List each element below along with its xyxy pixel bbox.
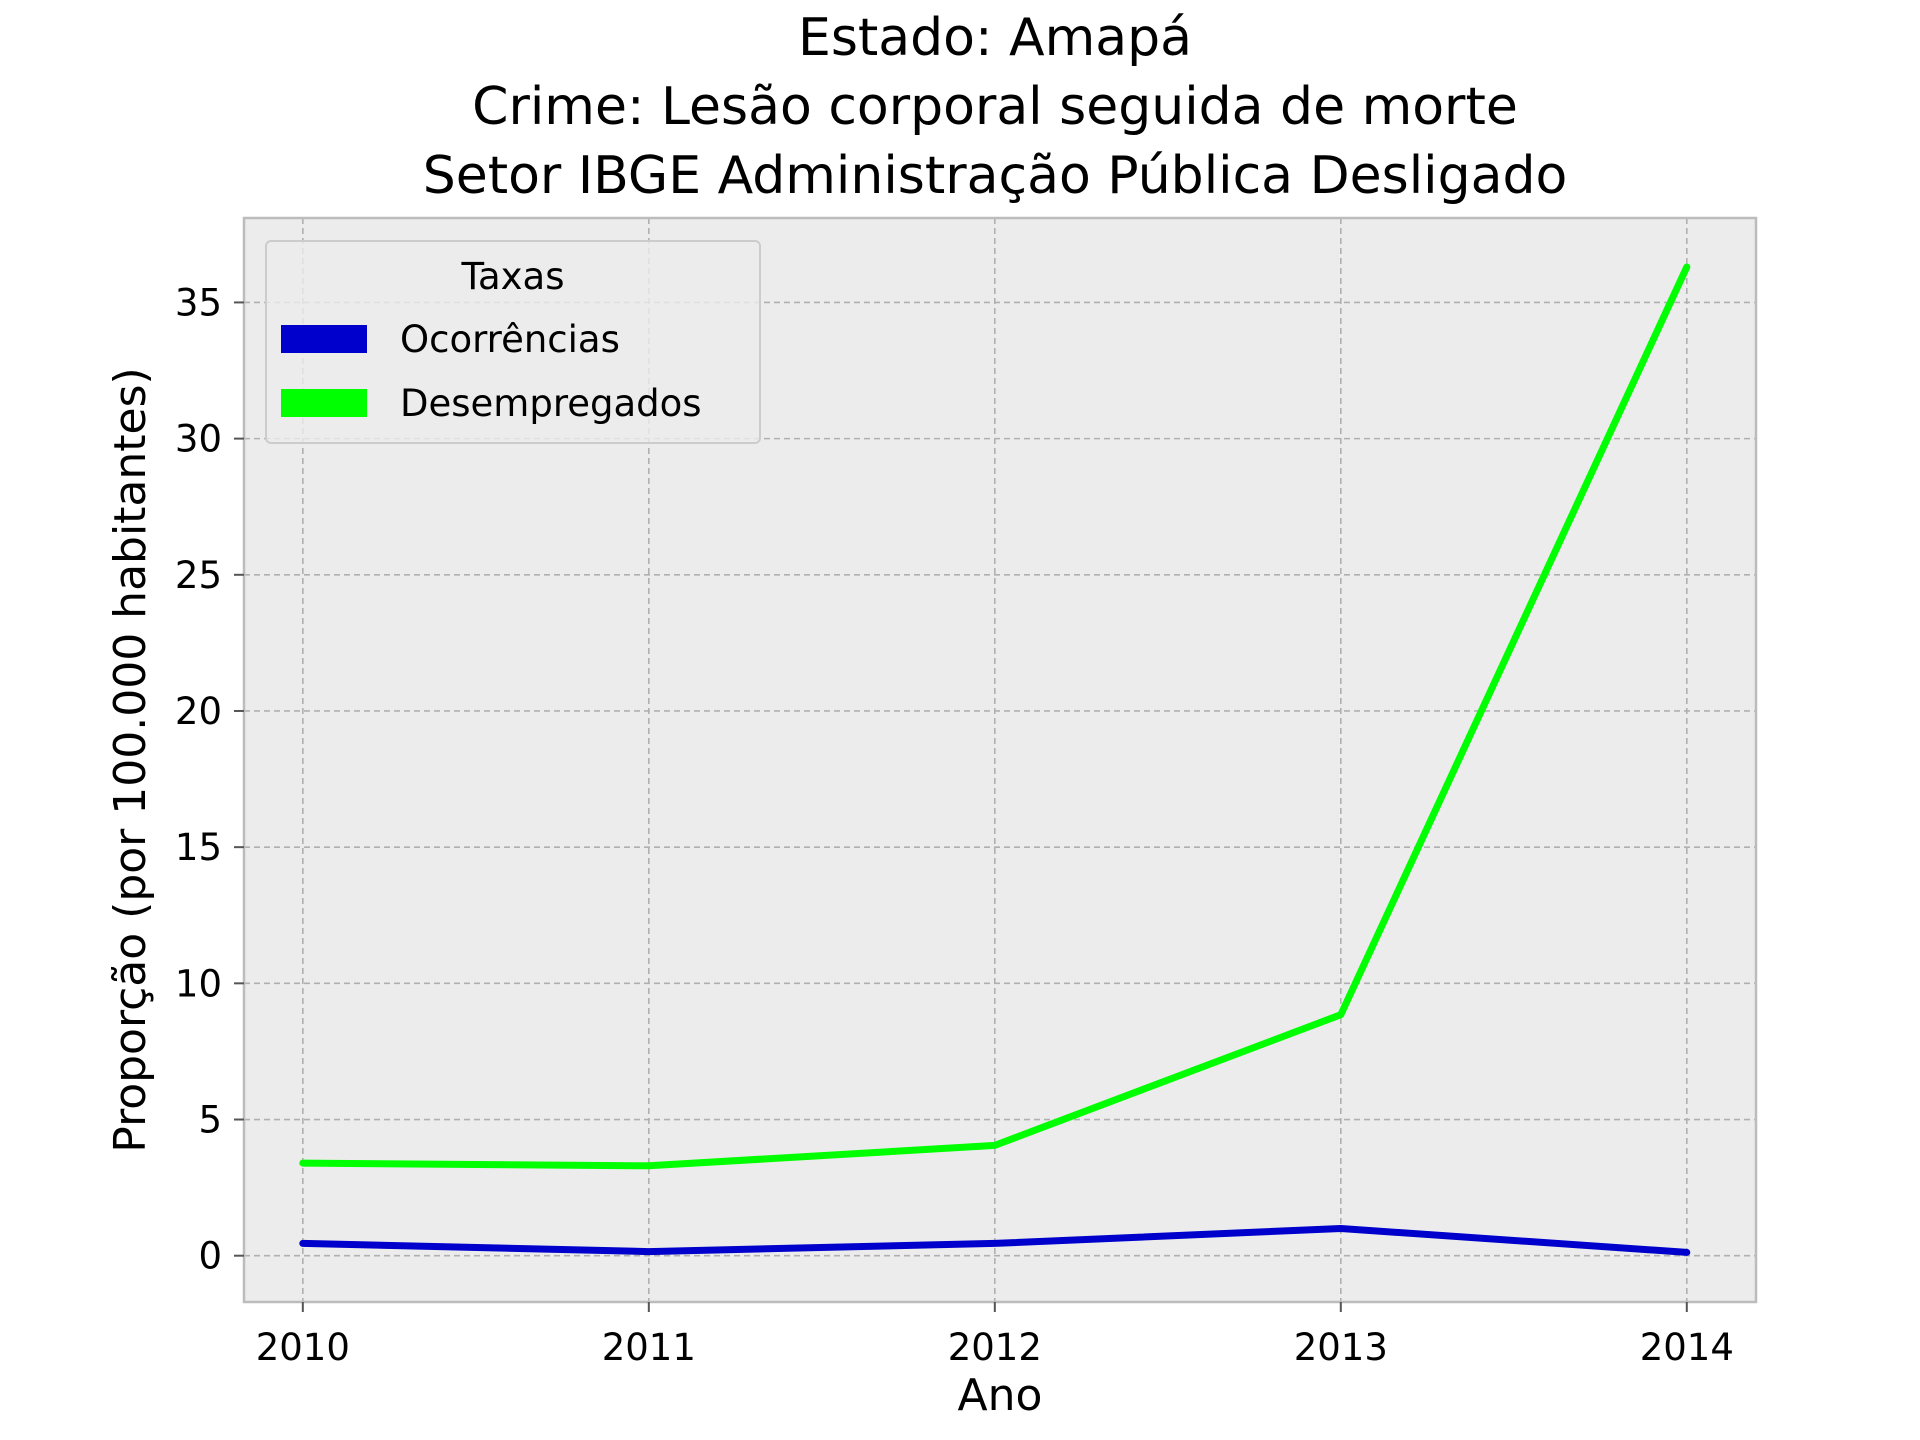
y-axis-label: Proporção (por 100.000 habitantes) [105,367,156,1152]
y-tick-label: 25 [175,554,222,597]
chart-title: Estado: Amapá Crime: Lesão corporal segu… [423,8,1568,206]
legend-label-desempregados: Desempregados [400,382,702,425]
x-axis-label: Ano [958,1370,1043,1421]
y-tick-label: 30 [175,418,222,461]
y-tick-label: 35 [175,281,222,324]
title-line-3: Setor IBGE Administração Pública Desliga… [423,146,1568,206]
y-tick-label: 10 [175,962,222,1005]
legend-title: Taxas [461,255,565,298]
x-tick-label: 2011 [602,1326,696,1369]
title-line-1: Estado: Amapá [798,8,1192,68]
legend: Taxas Ocorrências Desempregados [265,240,761,444]
title-line-2: Crime: Lesão corporal seguida de morte [472,77,1518,137]
legend-swatch-ocorrencias [281,325,367,353]
y-tick-label: 0 [198,1235,222,1278]
x-tick-label: 2014 [1640,1326,1734,1369]
legend-swatch-desempregados [281,389,367,417]
series-line-ocorrencias [299,1225,1691,1256]
legend-label-ocorrencias: Ocorrências [400,318,620,361]
axis-ticks: 2010 2011 2012 2013 2014 0 5 10 15 20 25 30 35 [175,281,1734,1369]
y-tick-label: 5 [198,1099,222,1142]
series-lines [299,263,1691,1256]
x-tick-label: 2010 [256,1326,350,1369]
plot-frame [242,216,1758,1304]
x-tick-label: 2013 [1294,1326,1388,1369]
series-line-desempregados [299,263,1691,1170]
legend-box [265,240,761,444]
y-tick-label: 15 [175,826,222,869]
y-tick-label: 20 [175,690,222,733]
x-tick-label: 2012 [948,1326,1042,1369]
